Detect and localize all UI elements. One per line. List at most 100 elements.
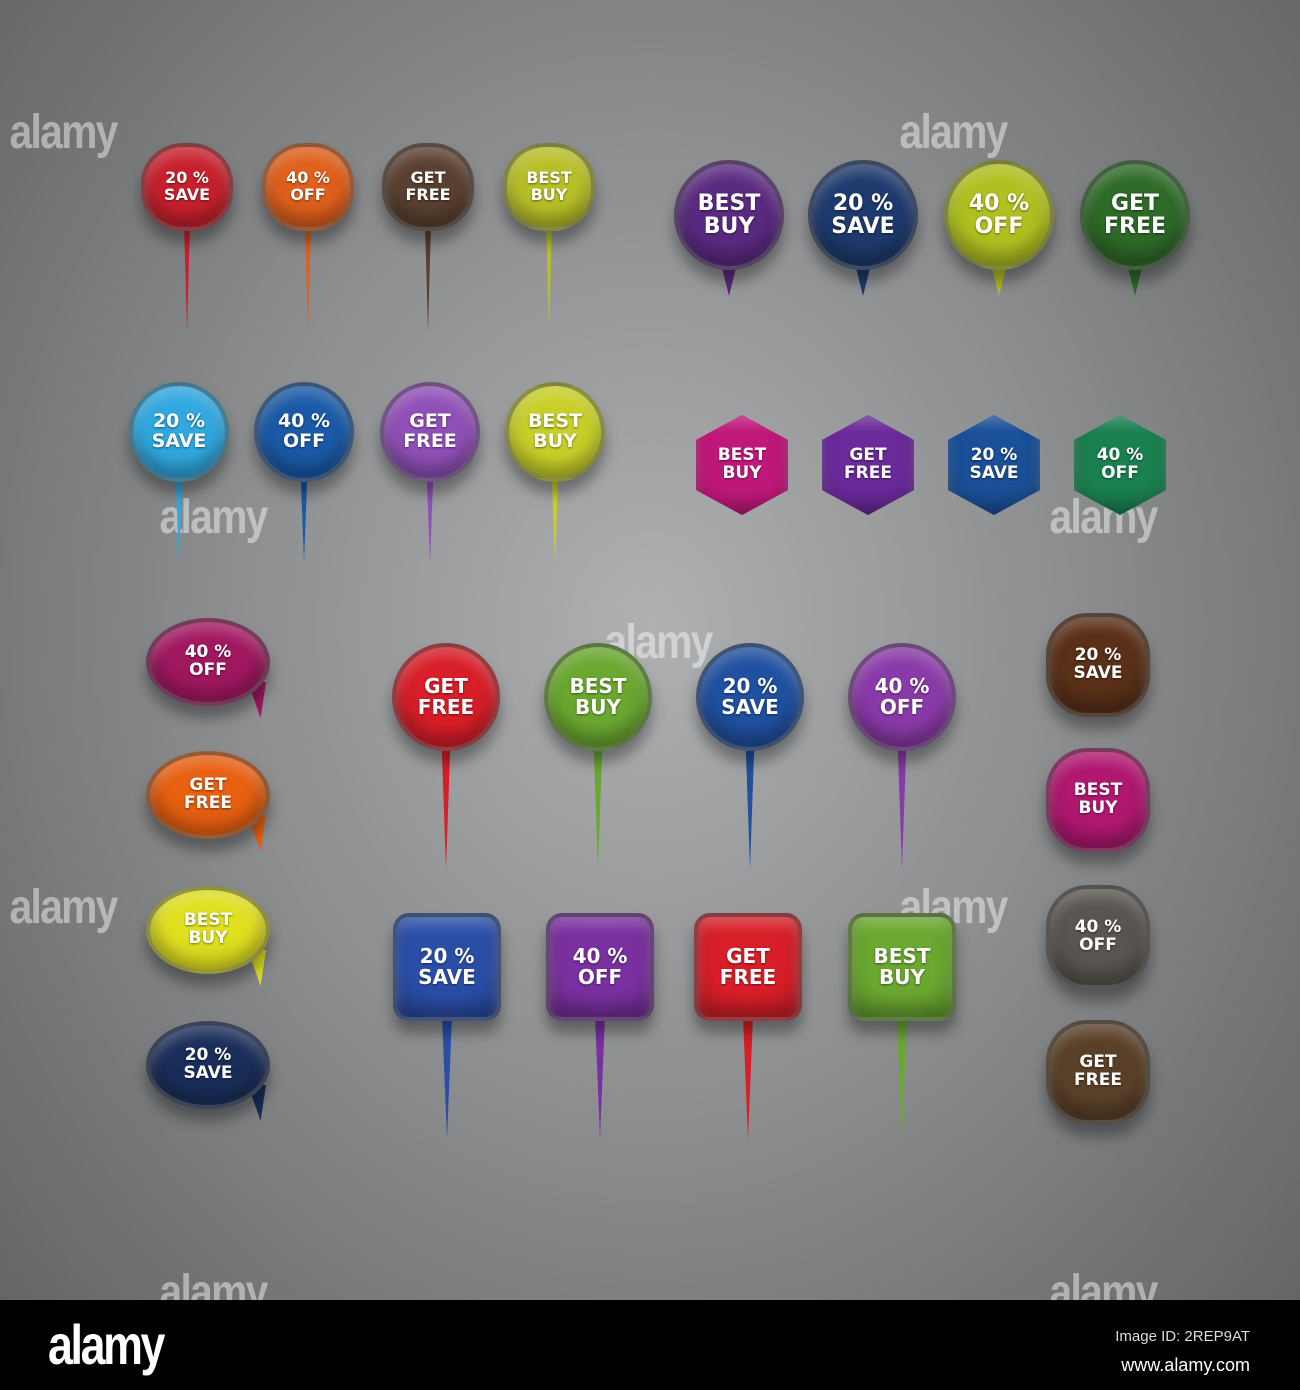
- badge-line1: 40 %: [286, 168, 330, 188]
- pin-tail: [545, 187, 553, 331]
- site-url: www.alamy.com: [1121, 1355, 1250, 1375]
- badge-line1: BEST: [717, 445, 767, 466]
- badge-label: 40 % OFF: [146, 642, 270, 680]
- pin-tail: [425, 432, 435, 562]
- badge-line2: FREE: [1103, 214, 1167, 239]
- badge-line1: 40 %: [874, 674, 930, 698]
- badge-shape: [146, 618, 270, 706]
- badge-line2: BUY: [575, 695, 621, 719]
- badge-shape: [146, 751, 270, 839]
- badge-line2: SAVE: [969, 463, 1019, 483]
- badge-label: 40 % OFF: [1046, 917, 1150, 955]
- badge-shape: [146, 886, 270, 974]
- badge-shape: [944, 160, 1054, 270]
- badge-label: 40 % OFF: [254, 410, 354, 452]
- badge-line2: OFF: [974, 214, 1024, 239]
- badge-label: BEST BUY: [146, 910, 270, 948]
- badge-line1: 20 %: [152, 410, 206, 433]
- badge-line2: FREE: [719, 965, 777, 989]
- badge-line1: 20 %: [165, 168, 209, 188]
- badge-line2: SAVE: [183, 1063, 233, 1083]
- badge-shape: [1074, 415, 1166, 515]
- badge-shape: [503, 143, 595, 231]
- badge-line1: GET: [410, 168, 446, 188]
- badge-shape: [146, 1021, 270, 1109]
- badge-shape: [674, 160, 784, 270]
- badge-line2: FREE: [405, 185, 451, 204]
- badge-line2: FREE: [403, 430, 457, 452]
- pin-tail: [174, 432, 184, 562]
- badge-line2: SAVE: [831, 214, 895, 239]
- alamy-logo: alamy: [48, 1313, 165, 1376]
- badge-line1: GET: [726, 944, 770, 968]
- badge-label: 20 % SAVE: [141, 168, 233, 204]
- badge-label: 20 % SAVE: [129, 410, 229, 452]
- badge-line1: 20 %: [184, 1045, 232, 1066]
- badge-line1: GET: [409, 410, 451, 433]
- badge-line2: SAVE: [721, 695, 779, 719]
- badge-line1: GET: [189, 775, 227, 796]
- badge-line1: BEST: [569, 674, 627, 698]
- badge-line2: OFF: [1101, 463, 1139, 483]
- badge-line2: OFF: [282, 430, 326, 452]
- badge-line2: OFF: [290, 185, 326, 204]
- badge-label: 40 % OFF: [1074, 446, 1166, 483]
- badge-shape: [848, 643, 956, 751]
- badge-line2: BUY: [530, 185, 568, 204]
- badge-line1: 40 %: [1074, 917, 1122, 938]
- badge-label: BEST BUY: [1046, 781, 1150, 818]
- badge-line1: 40 %: [277, 410, 331, 433]
- watermark: alamy: [9, 881, 118, 934]
- badge-shape: [544, 643, 652, 751]
- badge-line1: 20 %: [970, 445, 1018, 466]
- badge-line1: BEST: [873, 944, 931, 968]
- badge-label: 20 % SAVE: [393, 946, 501, 988]
- badge-line2: BUY: [703, 214, 755, 239]
- badge-shape: [254, 382, 354, 482]
- pin-tail: [550, 432, 560, 562]
- badge-shape: [262, 143, 354, 231]
- badge-shape: [505, 382, 605, 482]
- badge-label: GET FREE: [392, 676, 500, 718]
- badge-shape: [392, 643, 500, 751]
- badge-shape: [129, 382, 229, 482]
- badge-shape: [380, 382, 480, 482]
- badge-shape: [1080, 160, 1190, 270]
- badge-line2: SAVE: [163, 185, 211, 204]
- badge-line2: FREE: [844, 463, 892, 483]
- badge-shape: [808, 160, 918, 270]
- badge-label: BEST BUY: [503, 169, 595, 204]
- badge-label: 40 % OFF: [262, 168, 354, 204]
- watermark: alamy: [159, 491, 268, 544]
- badge-shape: [1046, 613, 1150, 717]
- badge-line1: 20 %: [1074, 645, 1122, 666]
- badge-line1: GET: [849, 445, 887, 466]
- badge-line1: GET: [424, 674, 468, 698]
- badge-canvas: alamy alamy alamy alamy alamy alamy alamy alamy…: [9, 143, 1190, 1139]
- badge-label: BEST BUY: [848, 946, 956, 988]
- pin-tail: [304, 187, 312, 331]
- badge-shape: [546, 913, 654, 1021]
- badge-label: 20 % SAVE: [808, 192, 918, 238]
- badge-line1: BEST: [183, 910, 233, 931]
- badge-shape: [141, 143, 233, 231]
- badge-line1: 20 %: [722, 674, 778, 698]
- badge-shape: [382, 143, 474, 231]
- badge-line2: FREE: [417, 695, 475, 719]
- pin-tail: [424, 187, 432, 331]
- badge-shape: [393, 913, 501, 1021]
- badge-label: 20 % SAVE: [146, 1045, 270, 1083]
- badge-line1: 40 %: [184, 642, 232, 663]
- badge-line2: SAVE: [151, 430, 207, 452]
- badge-label: 20 % SAVE: [1046, 645, 1150, 683]
- badge-line2: OFF: [1079, 935, 1117, 955]
- badge-label: BEST BUY: [674, 192, 784, 238]
- badge-line2: OFF: [879, 695, 925, 719]
- badge-label: 40 % OFF: [944, 192, 1054, 238]
- image-id: Image ID: 2REP9AT: [1115, 1328, 1250, 1345]
- badge-shape: [696, 643, 804, 751]
- badge-shape: [1046, 748, 1150, 852]
- pin-tail: [299, 432, 309, 562]
- badge-label: GET FREE: [1046, 1053, 1150, 1090]
- badge-shape: [848, 913, 956, 1021]
